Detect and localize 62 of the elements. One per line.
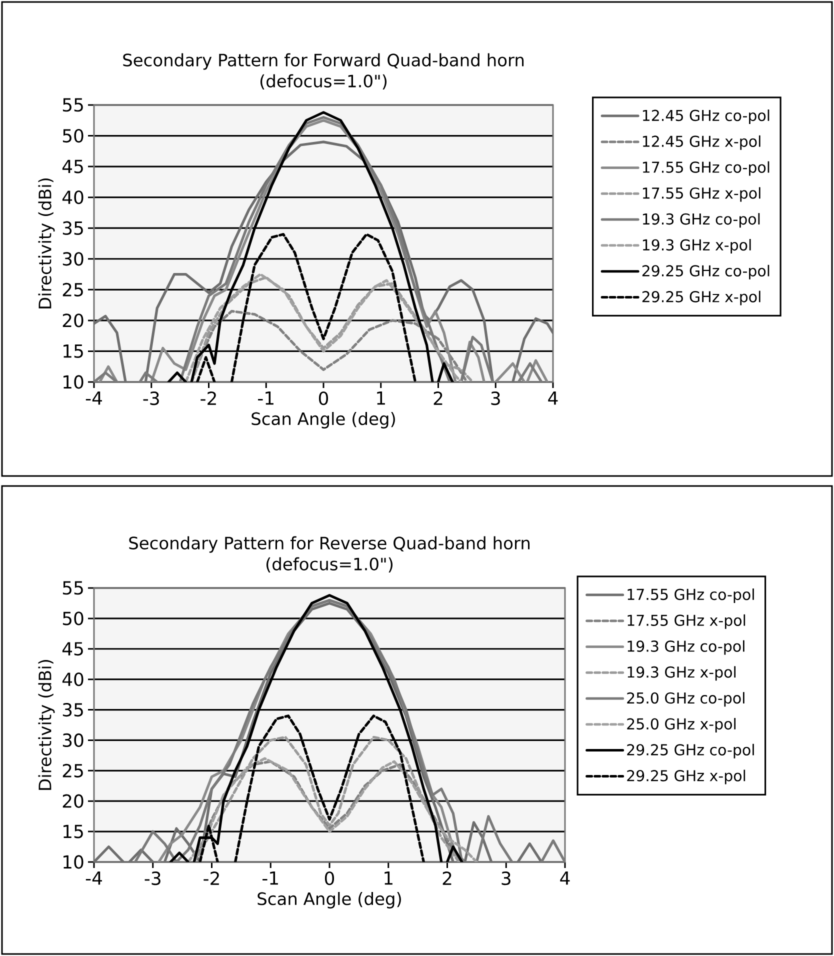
y-tick-label: 50 bbox=[62, 128, 84, 143]
x-tick-label: 2 bbox=[434, 392, 442, 405]
y-tick-label: 40 bbox=[62, 672, 84, 686]
legend-label: 17.55 GHz co-pol bbox=[628, 588, 754, 603]
legend-label: 19.3 GHz x-pol bbox=[642, 238, 751, 254]
legend-label: 17.55 GHz x-pol bbox=[642, 187, 760, 202]
x-tick-label: -1 bbox=[258, 392, 274, 405]
y-tick-label: 10 bbox=[64, 855, 84, 869]
y-tick-label: 25 bbox=[62, 764, 83, 778]
y-tick-label: 45 bbox=[62, 160, 83, 174]
x-tick-label: 0 bbox=[318, 392, 328, 406]
legend-label: 25.0 GHz x-pol bbox=[627, 718, 736, 732]
legend-label: 29.25 GHz x-pol bbox=[642, 290, 760, 306]
legend-label: 19.3 GHz x-pol bbox=[628, 666, 736, 681]
y-axis-title: Directivity (dBi) bbox=[38, 660, 55, 790]
x-axis-title: Scan Angle (deg) bbox=[258, 892, 401, 908]
y-tick-label: 55 bbox=[62, 581, 83, 595]
legend-label: 29.25 GHz co-pol bbox=[642, 264, 770, 280]
y-tick-label: 10 bbox=[64, 375, 84, 389]
y-tick-label: 30 bbox=[62, 733, 84, 748]
x-tick-label: 1 bbox=[384, 872, 392, 885]
legend-label: 29.25 GHz x-pol bbox=[627, 770, 746, 784]
x-tick-label: 4 bbox=[560, 872, 570, 885]
y-tick-label: 45 bbox=[62, 642, 83, 656]
legend-label: 19.3 GHz co-pol bbox=[628, 640, 744, 655]
chart-subtitle: (defocus=1.0") bbox=[266, 557, 393, 572]
y-tick-label: 25 bbox=[62, 282, 83, 296]
x-tick-label: 4 bbox=[548, 392, 558, 405]
legend-label: 19.3 GHz co-pol bbox=[642, 213, 760, 228]
x-tick-label: -1 bbox=[262, 872, 278, 885]
x-tick-label: 3 bbox=[502, 872, 510, 886]
x-tick-label: -3 bbox=[144, 872, 160, 886]
y-tick-label: 15 bbox=[64, 344, 83, 358]
x-tick-label: -4 bbox=[86, 872, 102, 885]
legend-label: 12.45 GHz x-pol bbox=[642, 135, 760, 150]
x-tick-label: -2 bbox=[204, 872, 219, 885]
x-tick-label: 1 bbox=[377, 392, 385, 405]
x-axis-title: Scan Angle (deg) bbox=[252, 412, 395, 428]
y-tick-label: 20 bbox=[62, 314, 84, 328]
y-tick-label: 35 bbox=[62, 221, 83, 235]
y-tick-label: 30 bbox=[62, 252, 84, 266]
chart-title: Secondary Pattern for Forward Quad-band horn bbox=[123, 53, 524, 70]
legend-label: 12.45 GHz co-pol bbox=[642, 110, 770, 124]
x-tick-label: 2 bbox=[442, 872, 452, 885]
x-tick-label: -3 bbox=[143, 392, 159, 406]
legend-label: 29.25 GHz co-pol bbox=[627, 744, 754, 758]
x-tick-label: 0 bbox=[324, 872, 334, 886]
y-tick-label: 55 bbox=[62, 98, 83, 112]
x-tick-label: -4 bbox=[86, 392, 102, 405]
legend-label: 17.55 GHz x-pol bbox=[628, 614, 746, 629]
legend-label: 25.0 GHz co-pol bbox=[627, 692, 744, 707]
legend-label: 17.55 GHz co-pol bbox=[642, 161, 770, 176]
x-tick-label: 3 bbox=[491, 392, 500, 406]
y-tick-label: 35 bbox=[62, 702, 83, 717]
y-tick-label: 40 bbox=[62, 190, 84, 204]
y-tick-label: 15 bbox=[64, 824, 83, 838]
y-tick-label: 20 bbox=[62, 794, 84, 808]
chart-subtitle: (defocus=1.0") bbox=[260, 74, 387, 90]
x-tick-label: -2 bbox=[200, 392, 216, 405]
y-tick-label: 50 bbox=[62, 612, 84, 626]
chart-title: Secondary Pattern for Reverse Quad-band horn bbox=[129, 536, 530, 553]
y-axis-title: Directivity (dBi) bbox=[38, 178, 55, 308]
